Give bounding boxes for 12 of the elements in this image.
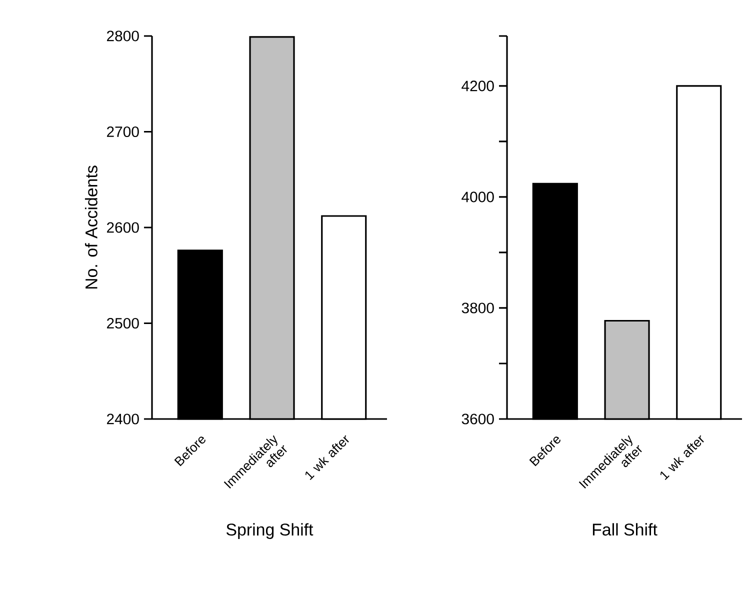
y-tick-label: 2500 bbox=[106, 318, 139, 329]
x-axis-title: Fall Shift bbox=[592, 523, 658, 536]
y-tick-label: 3800 bbox=[462, 302, 494, 314]
y-tick-label: 4000 bbox=[462, 192, 494, 202]
y-tick-label: 2700 bbox=[106, 126, 139, 138]
y-tick-label: 2800 bbox=[106, 30, 139, 42]
y-tick-label: 4200 bbox=[462, 80, 494, 92]
y-tick-label: 2600 bbox=[106, 222, 139, 233]
y-axis-title: No. of Accidents bbox=[84, 166, 98, 289]
x-axis-title: Spring Shift bbox=[226, 523, 314, 539]
y-tick-label: 3600 bbox=[462, 414, 494, 424]
y-tick-label: 2400 bbox=[106, 414, 139, 424]
